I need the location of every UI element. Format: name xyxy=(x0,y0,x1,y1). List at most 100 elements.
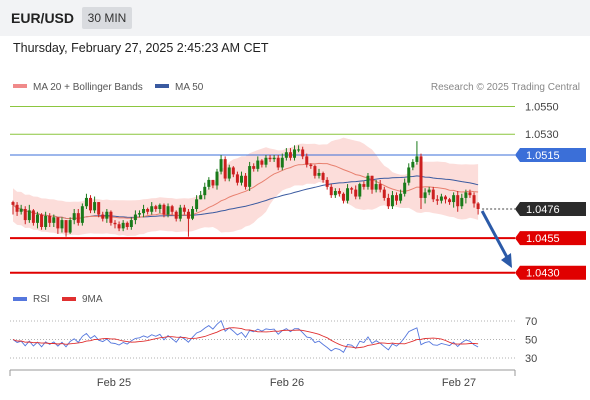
candle-body xyxy=(162,204,166,215)
candle-body xyxy=(411,161,415,168)
candle xyxy=(321,171,325,183)
candle xyxy=(68,217,72,234)
candle-body xyxy=(195,199,199,209)
candle xyxy=(329,184,333,198)
symbol-label: EUR/USD xyxy=(11,10,75,26)
level-label-2: 1.0515 xyxy=(526,150,560,162)
candle xyxy=(382,186,386,201)
candle-body xyxy=(341,193,345,201)
candle-body xyxy=(227,167,231,179)
candle-body xyxy=(358,184,362,197)
candle xyxy=(174,210,178,222)
candle xyxy=(239,171,243,186)
candle xyxy=(182,204,186,215)
candle xyxy=(256,156,260,172)
candle xyxy=(203,182,207,200)
candle xyxy=(419,153,423,209)
candle xyxy=(15,202,19,216)
candle xyxy=(476,202,480,215)
candle-body xyxy=(309,164,313,167)
candle xyxy=(443,195,447,204)
candle-body xyxy=(337,191,341,194)
candle xyxy=(350,186,354,194)
candle-body xyxy=(48,215,52,223)
candle-body xyxy=(186,211,190,219)
candle xyxy=(301,146,305,160)
candle xyxy=(403,178,407,197)
candle-body xyxy=(23,209,27,221)
candle xyxy=(411,159,415,171)
candle xyxy=(399,189,403,204)
x-tick-label: Feb 26 xyxy=(270,377,304,389)
candle xyxy=(44,211,48,230)
candle xyxy=(211,179,215,189)
candle xyxy=(227,164,231,182)
candle-body xyxy=(174,211,178,219)
candle-body xyxy=(427,189,431,193)
candle xyxy=(133,210,137,225)
candle-body xyxy=(362,184,366,187)
candle-body xyxy=(105,211,109,219)
candle xyxy=(358,182,362,200)
candle-body xyxy=(280,157,284,168)
candle-body xyxy=(395,195,399,201)
candle-body xyxy=(272,157,276,160)
candle-body xyxy=(248,166,252,187)
level-label-3: 1.0476 xyxy=(526,204,560,216)
candle-body xyxy=(346,188,350,201)
candle-body xyxy=(301,149,305,157)
candle xyxy=(113,220,117,229)
header-bar: EUR/USD 30 MIN xyxy=(0,0,590,36)
candle-body xyxy=(403,182,407,194)
candle xyxy=(129,217,133,230)
candle-body xyxy=(431,189,435,200)
candle xyxy=(288,148,292,161)
candle xyxy=(431,186,435,203)
candle xyxy=(456,191,460,212)
candle-body xyxy=(97,202,101,215)
candle xyxy=(80,203,84,226)
candle xyxy=(341,192,345,204)
candle-body xyxy=(11,202,15,205)
candle xyxy=(264,155,268,168)
candle xyxy=(284,148,288,161)
x-tick-label: Feb 27 xyxy=(442,377,476,389)
candle-body xyxy=(121,222,125,229)
candle xyxy=(97,202,101,218)
candle-body xyxy=(44,215,48,227)
candle xyxy=(427,186,431,196)
candle-body xyxy=(256,160,260,169)
candle-body xyxy=(297,149,301,151)
rsi-line xyxy=(12,319,479,353)
candle xyxy=(72,209,76,225)
candle-body xyxy=(31,210,35,223)
candle-body xyxy=(182,207,186,212)
candle-body xyxy=(113,222,117,225)
candle xyxy=(297,145,301,153)
candle-body xyxy=(460,197,464,207)
candle-body xyxy=(260,160,264,165)
candle xyxy=(272,155,276,162)
candle-body xyxy=(154,206,158,209)
candle-body xyxy=(109,211,113,223)
candle xyxy=(325,177,329,190)
level-tag-5 xyxy=(515,265,586,280)
candle-body xyxy=(166,206,170,215)
candle-body xyxy=(317,173,321,176)
x-axis: Feb 25 Feb 26 Feb 27 xyxy=(9,369,516,389)
candle xyxy=(19,204,23,215)
timeframe-button[interactable]: 30 MIN xyxy=(82,7,132,29)
candle-body xyxy=(468,192,472,196)
candle xyxy=(166,203,170,218)
candle-body xyxy=(101,214,105,219)
forecast-arrow-head xyxy=(501,253,512,268)
x-tick-label: Feb 25 xyxy=(97,377,131,389)
level-label-5: 1.0430 xyxy=(526,268,560,280)
candle xyxy=(415,141,419,165)
candle-body xyxy=(52,217,56,223)
candle xyxy=(146,207,150,215)
candle-body xyxy=(93,202,97,211)
candle xyxy=(280,153,284,171)
candle-body xyxy=(80,206,84,223)
rsi-tick-label: 70 xyxy=(525,316,537,328)
